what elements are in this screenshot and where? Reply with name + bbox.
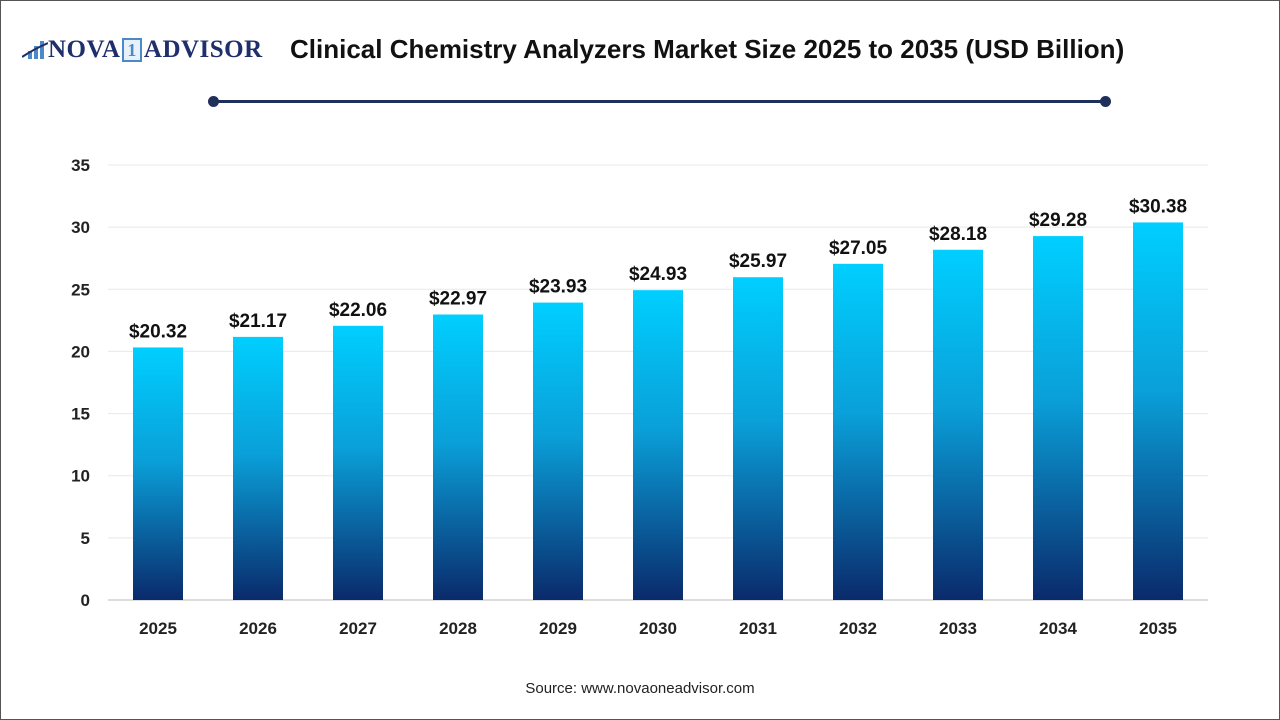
bar	[433, 314, 483, 600]
logo: NOVA 1 ADVISOR	[22, 36, 263, 64]
data-label: $29.28	[1029, 210, 1087, 231]
y-tick-label: 10	[71, 467, 90, 486]
x-tick-label: 2033	[939, 619, 977, 638]
x-tick-label: 2026	[239, 619, 277, 638]
x-tick-label: 2025	[139, 619, 177, 638]
bar	[1133, 222, 1183, 601]
data-label: $22.97	[429, 289, 487, 310]
y-tick-label: 0	[81, 591, 90, 610]
y-tick-label: 25	[71, 280, 90, 299]
logo-text-one: 1	[122, 38, 142, 62]
bar	[833, 263, 883, 600]
data-label: $30.38	[1129, 196, 1187, 217]
y-tick-label: 15	[71, 405, 90, 424]
data-label: $24.93	[629, 264, 687, 285]
data-label: $23.93	[529, 277, 587, 298]
data-label: $25.97	[729, 251, 787, 272]
x-tick-label: 2032	[839, 619, 877, 638]
x-tick-label: 2035	[1139, 619, 1177, 638]
bar	[633, 290, 683, 600]
x-tick-label: 2030	[639, 619, 677, 638]
chart-title: Clinical Chemistry Analyzers Market Size…	[290, 34, 1125, 64]
x-tick-label: 2031	[739, 619, 777, 638]
x-tick-label: 2027	[339, 619, 377, 638]
y-tick-label: 20	[71, 342, 90, 361]
y-tick-label: 5	[81, 529, 90, 548]
data-label: $28.18	[929, 224, 987, 245]
source-note: Source: www.novaoneadvisor.com	[525, 680, 755, 697]
title-divider	[213, 100, 1106, 103]
bar	[233, 336, 283, 600]
x-tick-label: 2028	[439, 619, 477, 638]
divider-dot-left	[208, 96, 219, 107]
divider-dot-right	[1100, 96, 1111, 107]
bar	[1033, 236, 1083, 600]
bar	[533, 302, 583, 600]
data-label: $22.06	[329, 300, 387, 321]
x-tick-label: 2029	[539, 619, 577, 638]
y-tick-label: 35	[71, 156, 90, 175]
y-tick-label: 30	[71, 218, 90, 237]
bar	[733, 277, 783, 600]
bar	[333, 325, 383, 600]
bar-chart-logo-icon	[22, 41, 48, 59]
data-label: $20.32	[129, 321, 187, 342]
bar	[933, 249, 983, 600]
data-label: $27.05	[829, 238, 888, 259]
bar	[133, 347, 183, 600]
logo-text-nova: NOVA	[48, 36, 121, 63]
x-tick-label: 2034	[1039, 619, 1077, 638]
data-label: $21.17	[229, 311, 287, 332]
logo-text-advisor: ADVISOR	[143, 36, 263, 63]
